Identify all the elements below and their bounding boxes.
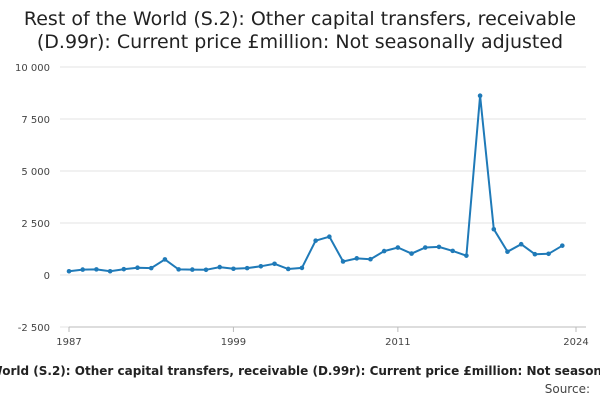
data-point bbox=[190, 267, 195, 272]
chart-title: Rest of the World (S.2): Other capital t… bbox=[0, 8, 600, 54]
x-tick-label: 2024 bbox=[563, 337, 588, 348]
data-point bbox=[559, 243, 565, 248]
data-point bbox=[532, 251, 538, 257]
data-point bbox=[66, 268, 72, 274]
data-point bbox=[354, 256, 360, 261]
data-point bbox=[244, 265, 250, 271]
data-point bbox=[203, 267, 209, 273]
data-point bbox=[340, 259, 346, 264]
x-tick-label: 1999 bbox=[221, 337, 246, 348]
data-point bbox=[436, 244, 442, 250]
y-tick-label: 2 500 bbox=[21, 219, 50, 230]
data-point bbox=[135, 265, 140, 271]
y-tick-label: -2 500 bbox=[18, 323, 50, 334]
data-point bbox=[546, 251, 551, 257]
data-point bbox=[176, 267, 181, 272]
x-tick-labels: 1987 1999 2011 2024 bbox=[56, 337, 588, 348]
data-point bbox=[368, 256, 373, 262]
y-gridlines bbox=[60, 66, 586, 328]
data-point bbox=[94, 267, 99, 272]
chart-title-line-2: (D.99r): Current price £million: Not sea… bbox=[36, 31, 564, 53]
data-point bbox=[464, 253, 469, 258]
y-tick-label: 7 500 bbox=[21, 115, 50, 126]
data-point bbox=[518, 241, 524, 247]
source-label: Source: bbox=[544, 382, 590, 396]
chart-title-line-1: Rest of the World (S.2): Other capital t… bbox=[23, 8, 577, 30]
data-point bbox=[231, 266, 236, 272]
data-point bbox=[162, 257, 168, 262]
y-tick-labels: 10 000 7 500 5 000 2 500 0 -2 500 bbox=[15, 63, 50, 334]
data-point bbox=[313, 238, 318, 243]
y-tick-label: 10 000 bbox=[15, 63, 50, 74]
series-points bbox=[66, 93, 565, 274]
data-point bbox=[409, 251, 414, 256]
data-point bbox=[258, 263, 264, 269]
data-point bbox=[217, 264, 223, 270]
data-point bbox=[395, 245, 401, 250]
data-point bbox=[148, 265, 154, 271]
data-point bbox=[505, 249, 510, 255]
series-line bbox=[68, 95, 563, 273]
data-point bbox=[450, 248, 455, 254]
footer-caption-text: Rest of the World (S.2): Other capital t… bbox=[0, 364, 600, 378]
data-point bbox=[80, 267, 86, 272]
data-point bbox=[422, 245, 428, 250]
data-point bbox=[381, 248, 387, 254]
x-tick-label: 2011 bbox=[385, 337, 410, 348]
data-point bbox=[477, 93, 483, 99]
data-point bbox=[299, 265, 305, 271]
y-tick-label: 0 bbox=[44, 271, 50, 282]
x-tick-marks bbox=[68, 327, 577, 332]
data-point bbox=[327, 234, 332, 240]
data-point bbox=[121, 266, 127, 272]
y-tick-label: 5 000 bbox=[21, 167, 50, 178]
data-point bbox=[107, 268, 113, 274]
data-point bbox=[491, 226, 497, 232]
data-point bbox=[272, 261, 277, 267]
x-tick-label: 1987 bbox=[56, 337, 81, 348]
footer-caption: Rest of the World (S.2): Other capital t… bbox=[0, 364, 600, 378]
data-point bbox=[285, 266, 291, 272]
